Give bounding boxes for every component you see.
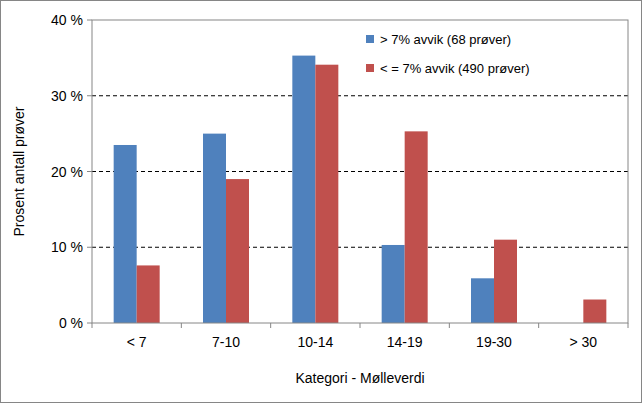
x-tick-label: 7-10 — [212, 334, 240, 350]
x-tick — [270, 323, 271, 328]
bar — [114, 145, 137, 323]
y-tick — [87, 247, 92, 248]
grid-line — [92, 247, 628, 248]
legend-swatch — [366, 35, 374, 43]
y-tick — [87, 20, 92, 21]
x-tick — [181, 323, 182, 328]
bar — [203, 134, 226, 323]
legend-label: < = 7% avvik (490 prøver) — [380, 61, 530, 76]
bar — [583, 300, 606, 323]
x-tick-label: 10-14 — [297, 334, 333, 350]
bar — [405, 131, 428, 323]
bar — [471, 278, 494, 323]
bar — [382, 245, 405, 323]
x-tick-label: < 7 — [127, 334, 147, 350]
bar — [494, 240, 517, 323]
plot-frame — [92, 20, 628, 323]
chart-border — [1, 1, 642, 403]
y-tick — [87, 323, 92, 324]
legend-label: > 7% avvik (68 prøver) — [380, 32, 511, 47]
x-tick — [449, 323, 450, 328]
grid-line — [92, 95, 628, 96]
x-tick — [360, 323, 361, 328]
legend-swatch — [366, 64, 374, 72]
bars — [114, 56, 607, 323]
chart: 0 % 10 % 20 % 30 % 40 % < 7 7-10 10-14 14-19 19-3… — [0, 0, 642, 403]
x-tick — [92, 323, 93, 328]
y-tick-label: 10 % — [51, 239, 83, 255]
x-axis-title: Kategori - Mølleverdi — [295, 370, 424, 386]
y-tick-label: 40 % — [51, 12, 83, 28]
y-tick — [87, 171, 92, 172]
bar — [226, 179, 249, 323]
x-tick-label: 14-19 — [387, 334, 423, 350]
bar — [315, 65, 338, 323]
bar — [292, 56, 315, 323]
y-tick-label: 0 % — [59, 315, 83, 331]
y-tick-label: 20 % — [51, 164, 83, 180]
y-axis-title: Prosent antall prøver — [11, 106, 27, 236]
x-tick — [538, 323, 539, 328]
x-tick-label: > 30 — [570, 334, 598, 350]
y-tick — [87, 95, 92, 96]
x-tick — [628, 323, 629, 328]
grid-line — [92, 171, 628, 172]
legend: > 7% avvik (68 prøver) < = 7% avvik (490 … — [366, 32, 530, 76]
x-tick-label: 19-30 — [476, 334, 512, 350]
y-tick-label: 30 % — [51, 88, 83, 104]
bar — [137, 265, 160, 323]
